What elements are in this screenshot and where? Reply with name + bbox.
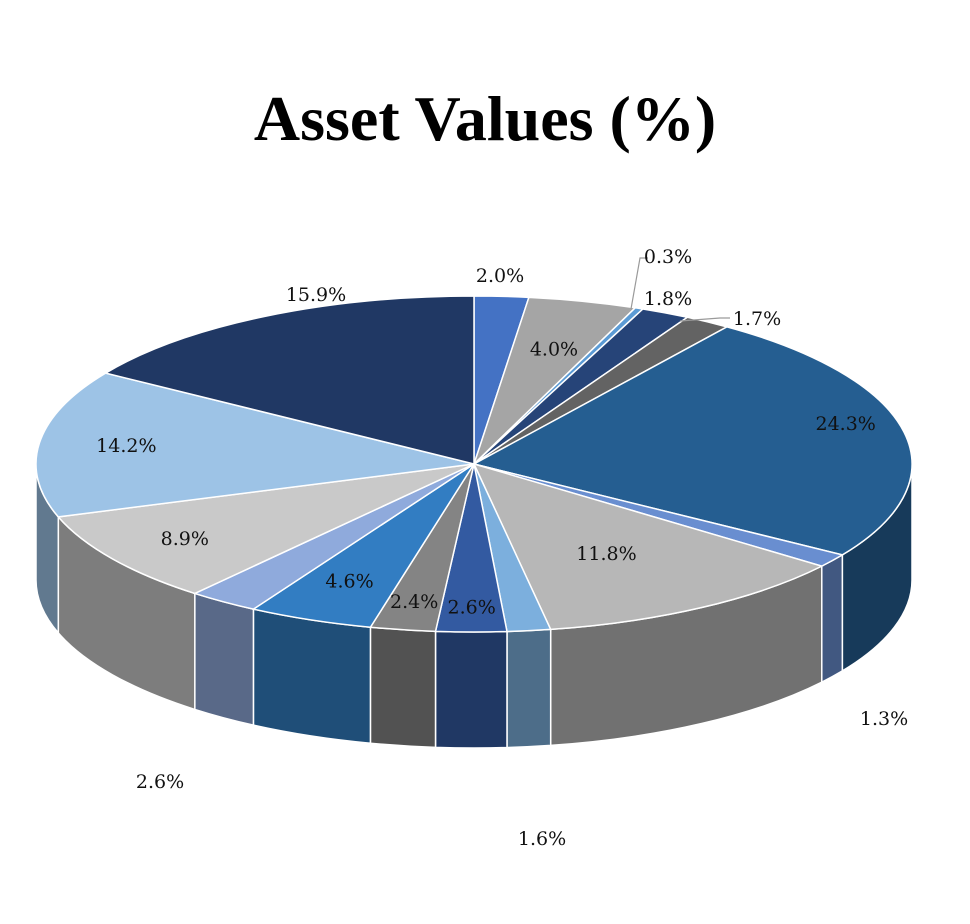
- slice-label: 2.4%: [390, 591, 438, 613]
- pie-slice-side: [252, 608, 372, 745]
- slice-label: 0.3%: [644, 246, 692, 268]
- slice-label: 1.6%: [518, 828, 566, 850]
- slice-labels: 2.0% 4.0% 0.3% 1.8% 1.7% 24.3% 1.3% 11.8% 1.6% 2.…: [96, 246, 908, 850]
- slice-label: 2.6%: [136, 771, 184, 793]
- pie-slice: [472, 462, 824, 631]
- leader-line: [630, 257, 648, 310]
- slice-label: 1.3%: [860, 708, 908, 730]
- slice-label: 14.2%: [96, 435, 156, 457]
- slice-label: 15.9%: [286, 284, 346, 306]
- pie-slice: [103, 295, 475, 465]
- leader-line: [679, 317, 730, 322]
- pie-slice: [471, 326, 913, 556]
- pie-slice-side: [821, 553, 844, 684]
- pie-slice: [35, 372, 475, 518]
- slice-label: 2.6%: [447, 596, 495, 618]
- pie-tops: [35, 295, 913, 633]
- pie-slice-side: [369, 626, 437, 749]
- pie-slice-side: [506, 628, 552, 749]
- slice-label: 11.8%: [576, 543, 636, 565]
- pie-slice-side: [194, 592, 255, 727]
- leader-lines: [630, 257, 730, 322]
- slice-label: 4.0%: [530, 338, 578, 360]
- chart-title: Asset Values (%): [253, 83, 717, 154]
- slice-label: 4.6%: [325, 570, 373, 592]
- pie-slice: [56, 463, 475, 595]
- slice-label: 8.9%: [161, 528, 209, 550]
- slice-label: 2.0%: [476, 265, 524, 287]
- slice-label: 24.3%: [816, 413, 876, 435]
- slice-label: 1.8%: [644, 288, 692, 310]
- slice-label: 1.7%: [733, 308, 781, 330]
- pie-slice-side: [434, 630, 508, 749]
